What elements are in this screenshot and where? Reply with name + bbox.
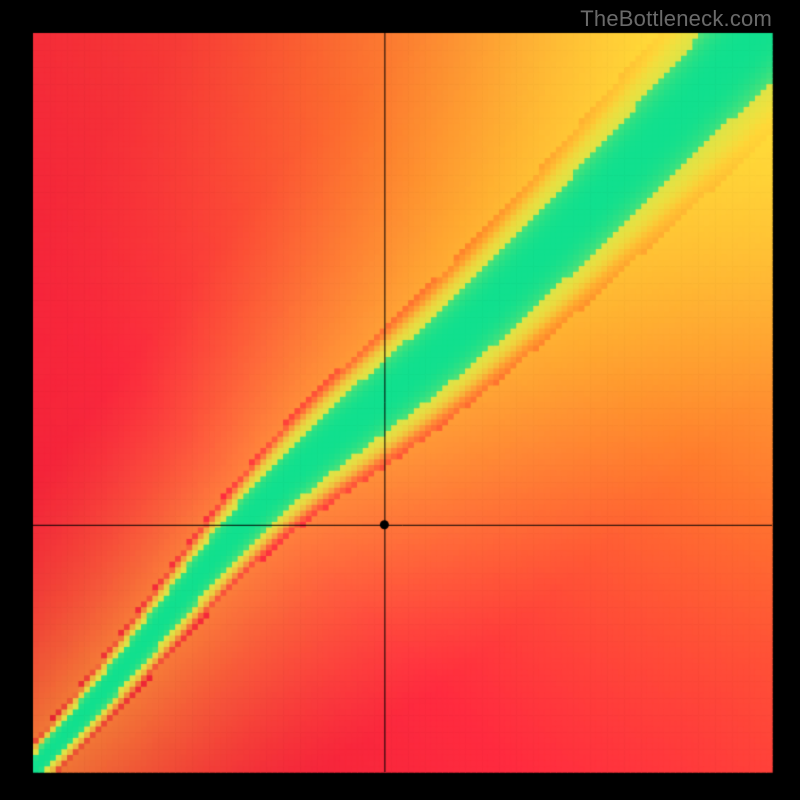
watermark-text: TheBottleneck.com (580, 6, 772, 32)
heatmap-chart (0, 0, 800, 800)
